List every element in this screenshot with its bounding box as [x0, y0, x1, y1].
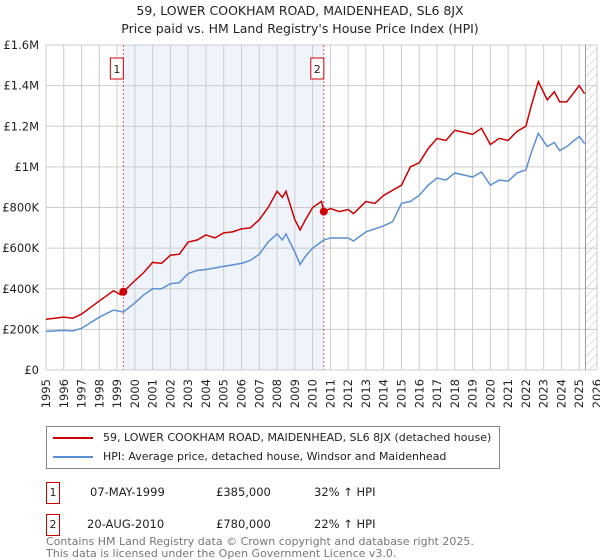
sale-hpi-diff: 22% ↑ HPI: [314, 517, 376, 531]
x-tick-label: 2026: [590, 379, 600, 408]
x-tick-label: 1996: [57, 379, 71, 408]
sale-marker-box: 2: [46, 514, 60, 536]
sale-date: 20-AUG-2010: [87, 517, 165, 531]
y-tick-label: £1.2M: [3, 119, 39, 133]
sale-point: [319, 207, 328, 216]
y-tick-label: £200K: [2, 322, 39, 336]
x-tick-label: 2000: [128, 379, 142, 408]
price-chart: 1995 1996 1997 1998 1999 2000 2001 2002 2003 2004…: [2, 38, 600, 408]
x-tick-label: 1998: [92, 379, 106, 408]
x-tick-label: 2005: [217, 379, 231, 408]
x-tick-label: 2019: [466, 379, 480, 408]
sale-label: 1: [113, 63, 120, 76]
x-tick-label: 2022: [519, 379, 533, 408]
x-tick-label: 2007: [252, 379, 266, 408]
x-tick-label: 2008: [270, 379, 284, 408]
y-tick-label: £800K: [2, 201, 39, 215]
footer-licence: This data is licensed under the Open Gov…: [46, 547, 397, 560]
x-tick-label: 2021: [501, 379, 515, 408]
x-tick-label: 1999: [110, 379, 124, 408]
hpi-line: [45, 131, 586, 333]
x-tick-label: 2025: [572, 379, 586, 408]
legend-label: 59, LOWER COOKHAM ROAD, MAIDENHEAD, SL6 …: [103, 431, 492, 444]
y-tick-label: £1.4M: [3, 79, 39, 93]
sale-label-box: [310, 57, 325, 80]
x-tick-label: 2017: [430, 379, 444, 408]
legend-label: HPI: Average price, detached house, Wind…: [103, 450, 447, 463]
x-tick-label: 2013: [359, 379, 373, 408]
sale-price: £385,000: [216, 485, 271, 499]
chart-subtitle: Price paid vs. HM Land Registry's House …: [121, 21, 479, 36]
x-tick-label: 2009: [288, 379, 302, 408]
x-tick-label: 2023: [537, 379, 551, 408]
x-tick-label: 2018: [448, 379, 462, 408]
x-tick-label: 2001: [146, 379, 160, 408]
x-tick-label: 2002: [163, 379, 177, 408]
x-tick-label: 2016: [412, 379, 426, 408]
x-tick-label: 2012: [341, 379, 355, 408]
y-tick-label: £1.6M: [3, 38, 39, 52]
x-tick-label: 1997: [75, 379, 89, 408]
legend-item-hpi: HPI: Average price, detached house, Wind…: [53, 449, 446, 465]
sale-marker-box: 1: [46, 482, 60, 504]
x-tick-label: 1995: [39, 379, 53, 408]
y-tick-label: £1M: [14, 160, 39, 174]
x-tick-label: 2014: [377, 379, 391, 408]
property-price-line: [45, 79, 586, 320]
x-tick-label: 2020: [483, 379, 497, 408]
chart-title: 59, LOWER COOKHAM ROAD, MAIDENHEAD, SL6 …: [136, 3, 464, 18]
x-tick-label: 2011: [323, 379, 337, 408]
legend-swatch-blue: [53, 456, 93, 458]
sale-hpi-diff: 32% ↑ HPI: [314, 485, 376, 499]
sale-point: [119, 287, 128, 296]
x-tick-label: 2010: [306, 379, 320, 408]
sale-label-box: [109, 57, 124, 80]
y-tick-label: £0: [24, 363, 39, 377]
footer-copyright: Contains HM Land Registry data © Crown c…: [46, 535, 474, 548]
x-tick-label: 2004: [199, 379, 213, 408]
x-tick-label: 2006: [235, 379, 249, 408]
legend-item-property: 59, LOWER COOKHAM ROAD, MAIDENHEAD, SL6 …: [53, 430, 491, 446]
x-tick-label: 2003: [181, 379, 195, 408]
x-tick-label: 2024: [554, 379, 568, 408]
y-tick-label: £400K: [2, 282, 39, 296]
sale-date: 07-MAY-1999: [90, 485, 165, 499]
legend-swatch-red: [53, 437, 93, 439]
y-tick-label: £600K: [2, 241, 39, 255]
sale-price: £780,000: [216, 517, 271, 531]
x-tick-label: 2015: [394, 379, 408, 408]
sale-label: 2: [314, 63, 321, 76]
legend: 59, LOWER COOKHAM ROAD, MAIDENHEAD, SL6 …: [46, 426, 500, 469]
